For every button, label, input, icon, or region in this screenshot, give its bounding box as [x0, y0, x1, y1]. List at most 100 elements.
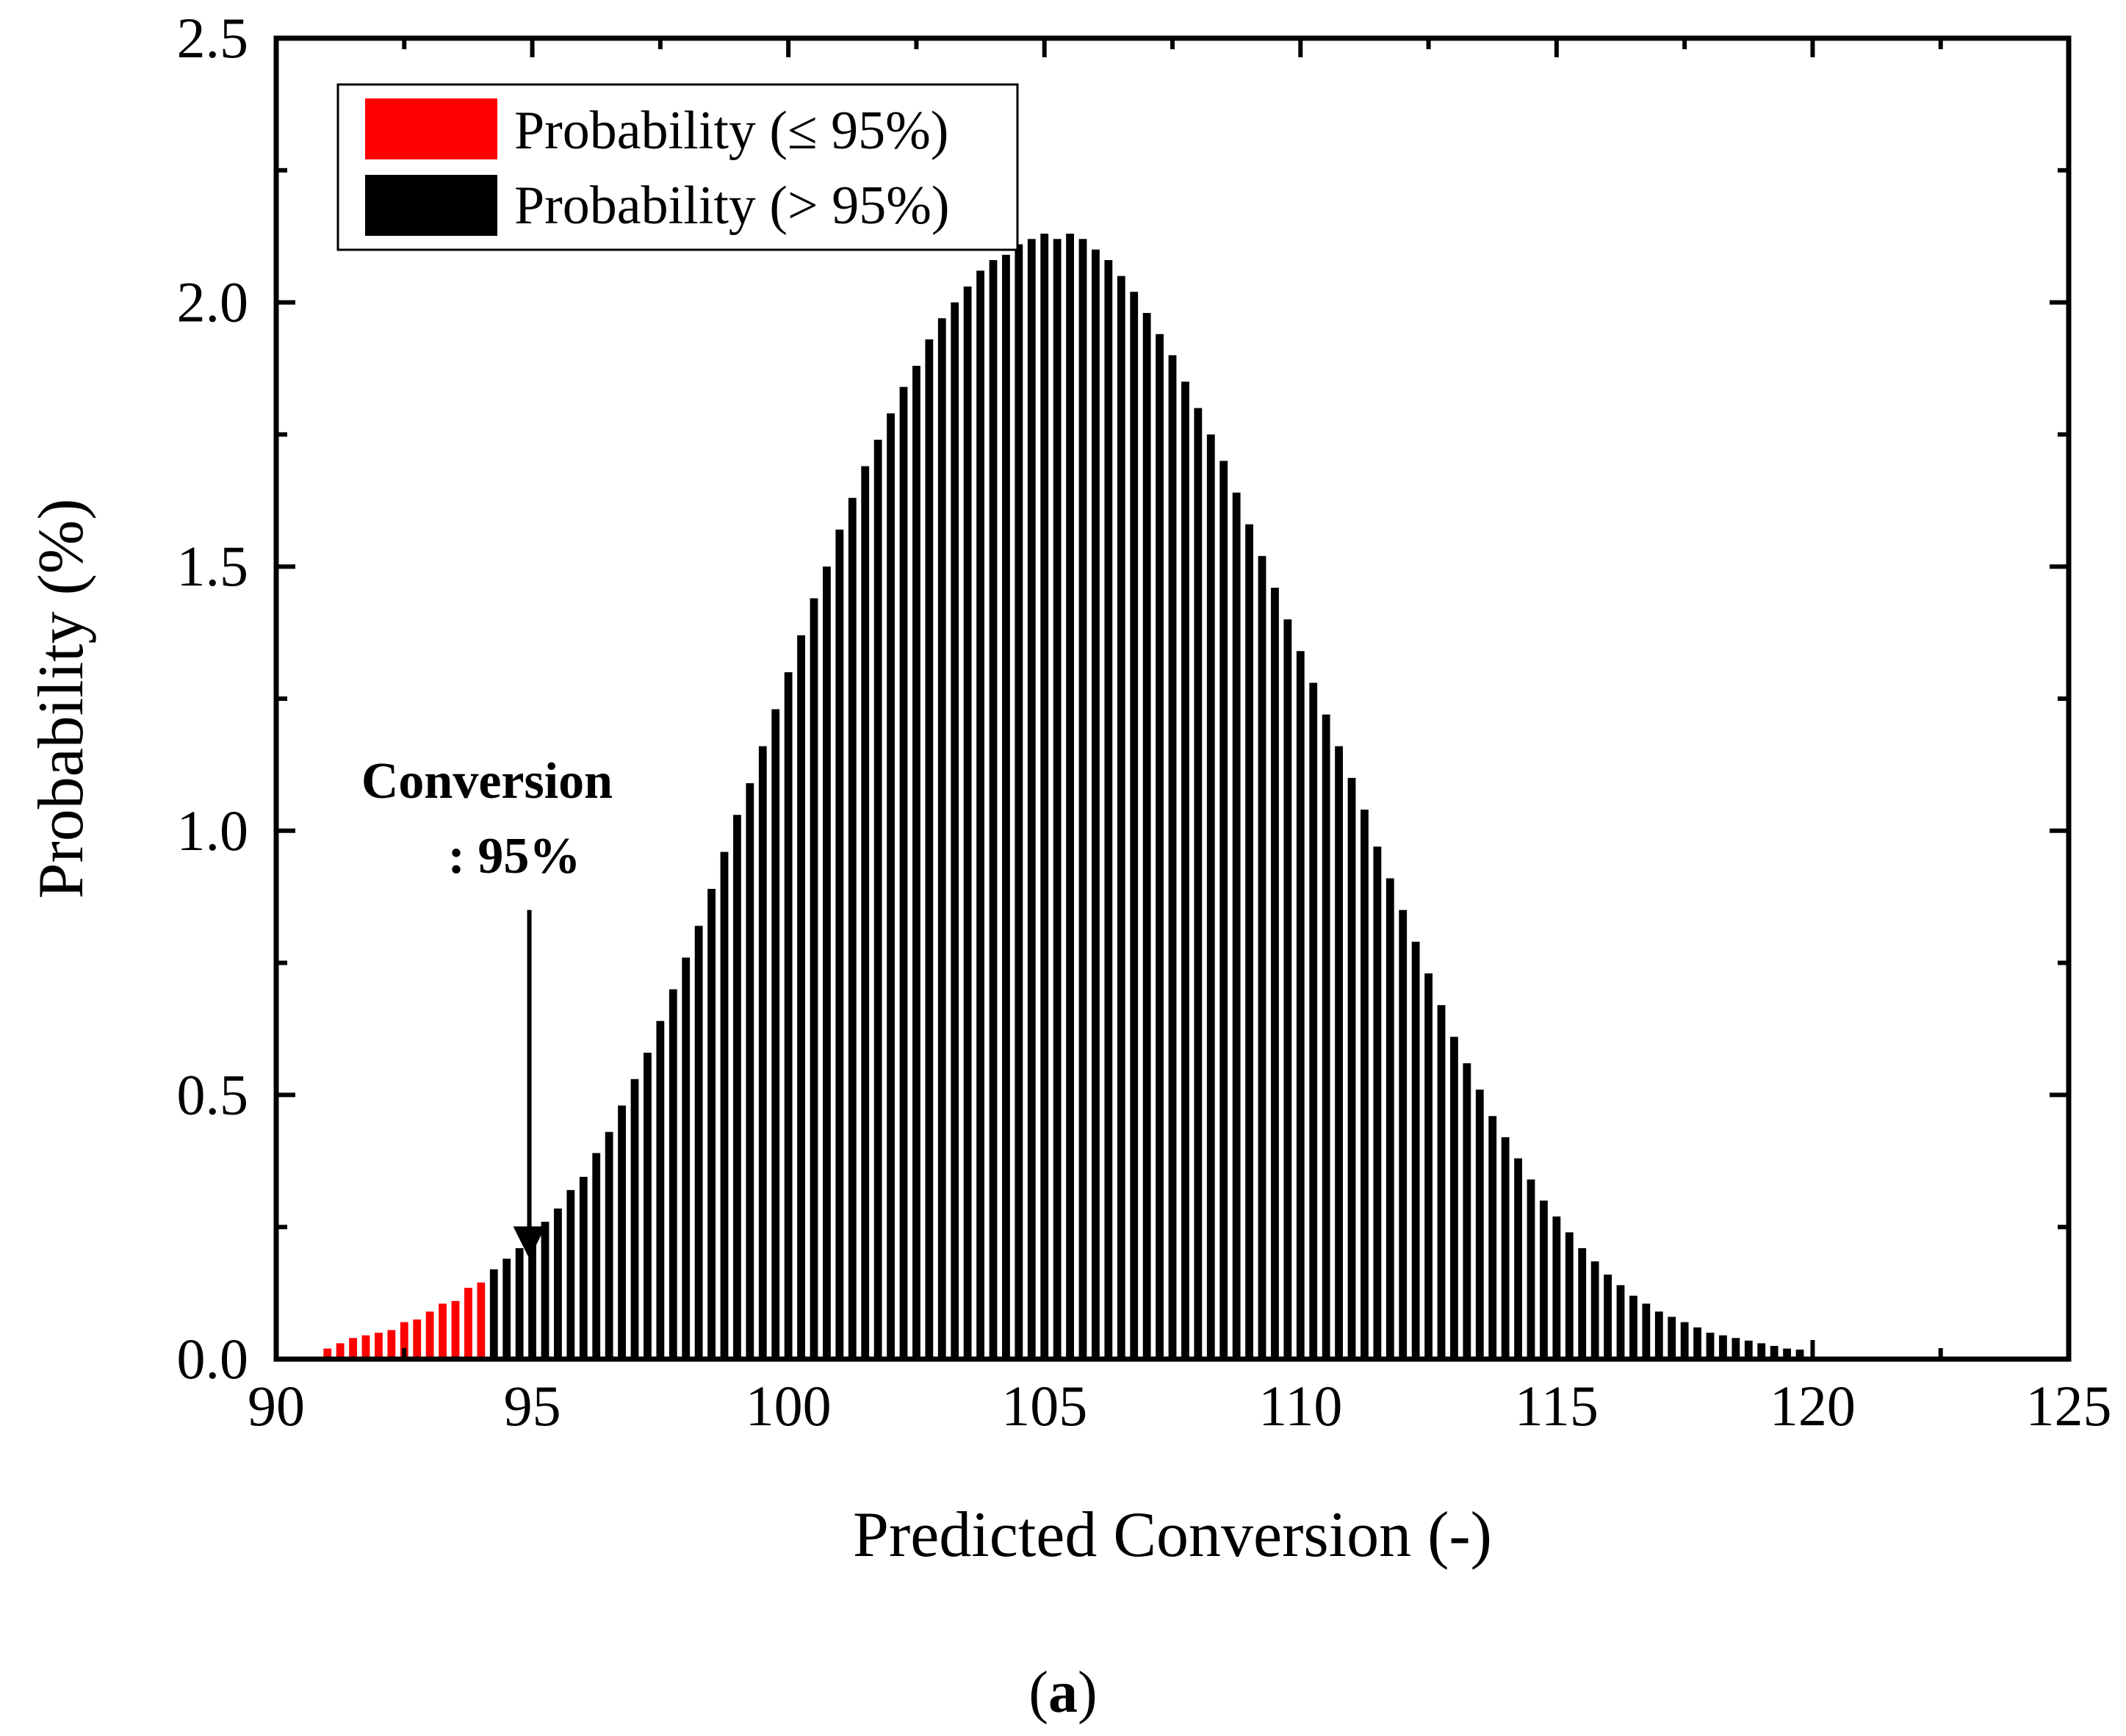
- bar-le95: [375, 1333, 383, 1359]
- bar-gt95: [1258, 555, 1266, 1359]
- bar-gt95: [1399, 910, 1408, 1359]
- bar-gt95: [873, 439, 882, 1359]
- bar-gt95: [771, 709, 780, 1359]
- bar-gt95: [1411, 941, 1420, 1359]
- y-tick-label: 0.0: [177, 1327, 249, 1391]
- bar-gt95: [1514, 1158, 1522, 1359]
- bar-le95: [400, 1322, 408, 1359]
- bar-gt95: [1706, 1333, 1715, 1359]
- bar-gt95: [1654, 1311, 1663, 1359]
- x-axis-title: Predicted Conversion (-): [853, 1499, 1492, 1571]
- x-tick-label: 95: [504, 1374, 561, 1438]
- bar-gt95: [784, 672, 793, 1359]
- tick-labels-group: 90 95 100 105 110 115 120 125 0.0 0.5 1.0 1.5 2.0 2.5: [177, 6, 2112, 1438]
- bar-gt95: [1424, 973, 1433, 1359]
- bar-gt95: [1757, 1343, 1766, 1359]
- bar-gt95: [848, 497, 857, 1360]
- x-tick-label: 110: [1258, 1374, 1342, 1438]
- bar-le95: [425, 1311, 434, 1359]
- bar-gt95: [835, 529, 844, 1359]
- annotation-line-1: Conversion: [361, 753, 613, 810]
- y-axis-title: Probability (%): [26, 498, 97, 898]
- bar-gt95: [1361, 810, 1369, 1359]
- bar-gt95: [1053, 239, 1062, 1359]
- bar-gt95: [1642, 1303, 1651, 1359]
- bar-gt95: [1616, 1285, 1625, 1359]
- bar-gt95: [1092, 249, 1100, 1360]
- bar-gt95: [899, 386, 908, 1360]
- bar-gt95: [887, 413, 895, 1359]
- bar-gt95: [1309, 682, 1318, 1359]
- annotation-line-2: : 95%: [448, 828, 581, 885]
- legend-swatch-black: [365, 175, 497, 236]
- bar-le95: [336, 1343, 345, 1359]
- bar-gt95: [1540, 1200, 1548, 1359]
- x-tick-label: 90: [248, 1374, 305, 1438]
- bar-le95: [387, 1330, 396, 1359]
- bar-gt95: [618, 1105, 626, 1359]
- legend-swatch-red: [365, 98, 497, 159]
- bar-gt95: [1181, 381, 1189, 1359]
- bar-gt95: [797, 635, 805, 1359]
- bar-gt95: [1142, 312, 1151, 1360]
- bar-le95: [464, 1287, 472, 1359]
- bar-gt95: [989, 260, 998, 1359]
- bar-gt95: [579, 1176, 588, 1359]
- bar-gt95: [1015, 244, 1023, 1359]
- bar-gt95: [1668, 1317, 1676, 1359]
- bar-gt95: [1245, 524, 1253, 1360]
- plot-frame: [273, 35, 2072, 1362]
- bar-gt95: [733, 815, 741, 1359]
- bar-gt95: [1066, 234, 1074, 1360]
- legend-label-le95: Probability (≤ 95%): [514, 101, 948, 161]
- bar-gt95: [1590, 1261, 1599, 1359]
- bar-gt95: [1385, 878, 1394, 1359]
- bar-gt95: [1322, 714, 1330, 1359]
- bar-gt95: [1156, 334, 1164, 1359]
- bar-gt95: [1347, 777, 1356, 1359]
- bar-gt95: [1693, 1327, 1701, 1359]
- bar-gt95: [1719, 1335, 1727, 1359]
- bar-gt95: [1501, 1137, 1510, 1359]
- bar-gt95: [976, 270, 984, 1360]
- x-tick-label: 125: [2026, 1374, 2112, 1438]
- bar-gt95: [1130, 292, 1139, 1360]
- legend-label-gt95: Probability (> 95%): [514, 176, 950, 236]
- bar-gt95: [1783, 1348, 1791, 1359]
- x-tick-label: 115: [1515, 1374, 1599, 1438]
- bar-gt95: [554, 1209, 562, 1359]
- bar-gt95: [1437, 1005, 1446, 1359]
- bar-gt95: [1552, 1216, 1561, 1359]
- bar-gt95: [644, 1052, 652, 1359]
- bar-gt95: [1565, 1232, 1574, 1359]
- bar-gt95: [720, 851, 729, 1359]
- bar-gt95: [1450, 1037, 1458, 1359]
- bar-gt95: [1770, 1346, 1779, 1359]
- bar-gt95: [1283, 619, 1292, 1359]
- bar-gt95: [682, 957, 691, 1359]
- annotation: Conversion : 95%: [361, 753, 613, 1259]
- bar-gt95: [823, 566, 831, 1360]
- bar-gt95: [912, 365, 920, 1359]
- bar-gt95: [1027, 239, 1036, 1359]
- bar-gt95: [1732, 1338, 1740, 1359]
- bar-gt95: [1795, 1350, 1804, 1359]
- panel-label: (a): [1028, 1660, 1097, 1725]
- bar-gt95: [1206, 434, 1215, 1359]
- bar-gt95: [1296, 651, 1305, 1359]
- bar-le95: [477, 1282, 486, 1359]
- bar-gt95: [1168, 355, 1177, 1359]
- bar-le95: [413, 1319, 422, 1359]
- bar-gt95: [1629, 1295, 1637, 1359]
- bar-gt95: [1604, 1274, 1612, 1359]
- bar-gt95: [746, 783, 754, 1359]
- bar-gt95: [605, 1131, 613, 1359]
- bar-gt95: [1002, 254, 1010, 1359]
- bar-gt95: [861, 466, 870, 1359]
- bar-gt95: [1078, 239, 1087, 1359]
- bar-gt95: [1271, 587, 1279, 1359]
- bar-gt95: [1744, 1340, 1753, 1359]
- bar-le95: [439, 1303, 447, 1359]
- bar-le95: [451, 1300, 460, 1359]
